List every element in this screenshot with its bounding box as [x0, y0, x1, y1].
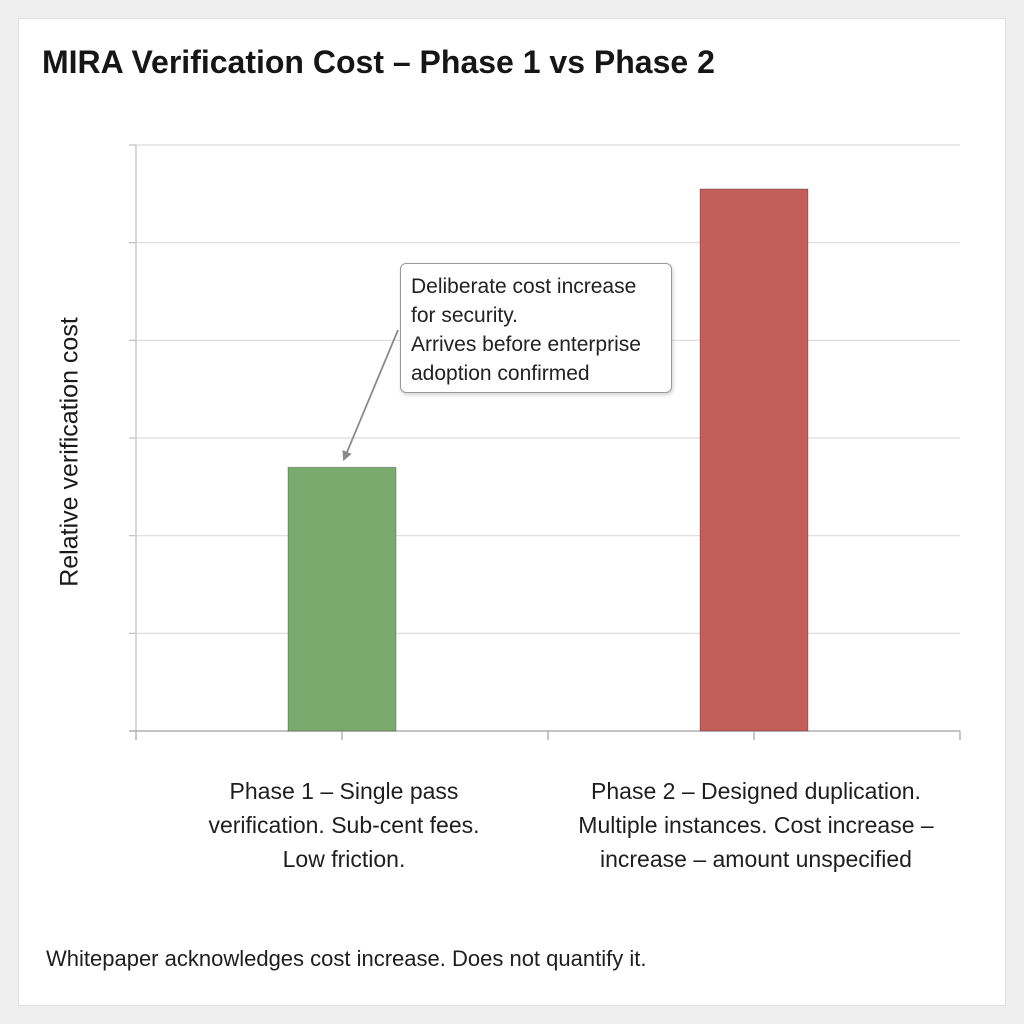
annotation-line: adoption confirmed [411, 362, 590, 385]
bar-phase-1 [287, 466, 397, 732]
x-tick-label-line: Phase 1 – Single pass [229, 778, 459, 804]
axes [129, 144, 961, 740]
bar-phase-2 [699, 188, 809, 732]
annotation-line: for security. [411, 304, 518, 327]
callout-arrow-layer [342, 329, 399, 462]
x-tick-label-line: Phase 2 – Designed duplication. [591, 778, 921, 804]
x-tick-label-phase-2: Phase 2 – Designed duplication. Multiple… [566, 774, 946, 876]
gridlines [136, 144, 960, 634]
x-tick-label-phase-1: Phase 1 – Single pass verification. Sub-… [154, 774, 534, 876]
annotation-callout: Deliberate cost increase for security. A… [400, 263, 672, 393]
footnote: Whitepaper acknowledges cost increase. D… [46, 946, 647, 971]
x-tick-label-line: Multiple instances. Cost increase – [578, 812, 934, 838]
y-axis-label: Relative verification cost [55, 317, 84, 587]
chart-title: MIRA Verification Cost – Phase 1 vs Phas… [42, 44, 715, 80]
annotation-line: Deliberate cost increase [411, 275, 637, 298]
callout-arrow [342, 329, 399, 462]
x-tick-label-line: Low friction. [282, 846, 406, 872]
annotation-line: Arrives before enterprise [411, 333, 641, 356]
bars [287, 188, 809, 732]
x-tick-label-line: verification. Sub-cent fees. [208, 812, 480, 838]
chart-card [18, 18, 1006, 1006]
x-tick-label-line: increase – amount unspecified [600, 846, 912, 872]
